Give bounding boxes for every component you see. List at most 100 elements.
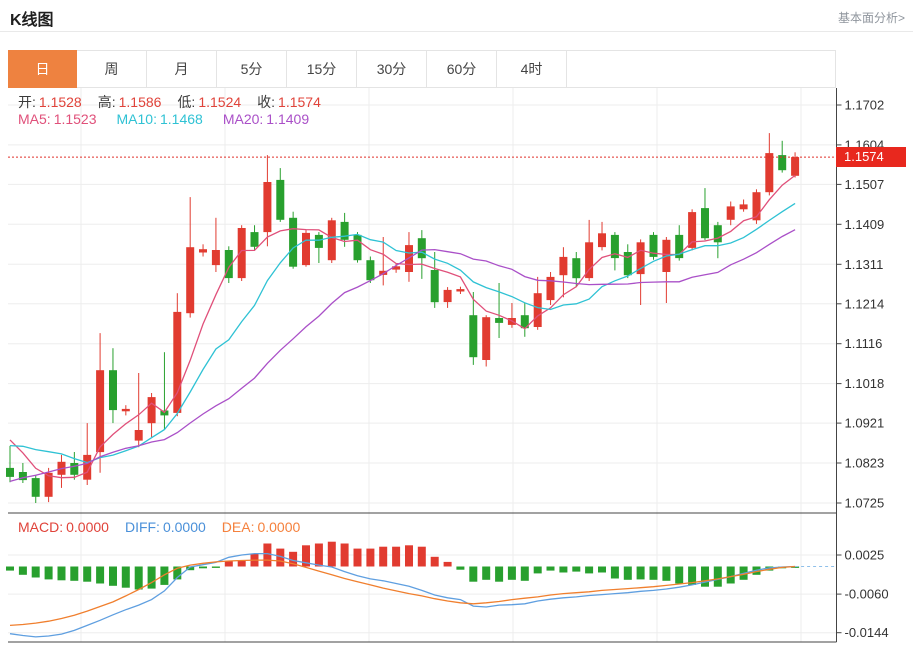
macd-bar — [31, 566, 40, 578]
candle[interactable] — [366, 256, 375, 284]
candle[interactable] — [469, 292, 478, 365]
candle[interactable] — [83, 423, 92, 485]
candle[interactable] — [417, 230, 426, 279]
candle[interactable] — [211, 217, 220, 272]
candle[interactable] — [173, 293, 182, 417]
macd-bar — [96, 566, 105, 584]
macd-legend: MACD: 0.0000 DIFF: 0.0000 DEA: 0.0000 — [18, 519, 300, 535]
ma5-line — [9, 174, 796, 479]
tab-4hour[interactable]: 4时 — [497, 51, 567, 87]
ma20-label: MA20: — [222, 111, 264, 127]
candle[interactable] — [314, 232, 323, 263]
macd-bar — [211, 566, 220, 568]
candle[interactable] — [57, 454, 66, 488]
candle[interactable] — [379, 237, 388, 286]
macd-bar — [224, 561, 233, 567]
macd-bar — [546, 566, 555, 571]
candle[interactable] — [752, 189, 761, 224]
candle[interactable] — [726, 201, 735, 226]
candle[interactable] — [443, 287, 452, 308]
candle[interactable] — [134, 373, 143, 448]
candle[interactable] — [199, 244, 207, 257]
candle[interactable] — [263, 155, 272, 247]
candle[interactable] — [289, 211, 298, 269]
dea-line — [9, 559, 796, 627]
candle[interactable] — [430, 252, 439, 308]
candle[interactable] — [250, 225, 259, 250]
candle[interactable] — [456, 286, 465, 294]
candle[interactable] — [18, 463, 27, 483]
candle[interactable] — [739, 199, 748, 212]
macd-bar — [147, 566, 156, 589]
macd-bar — [623, 566, 632, 580]
legend-item-open: 开: 1.1528 — [18, 92, 82, 112]
candle[interactable] — [559, 247, 568, 298]
legend-item-high: 高: 1.1586 — [98, 92, 162, 112]
candle[interactable] — [276, 168, 285, 222]
tab-day[interactable]: 日 — [8, 50, 77, 88]
candle[interactable] — [507, 303, 516, 328]
axis-label: -0.0144 — [845, 625, 889, 640]
macd-bar — [353, 548, 362, 567]
candle[interactable] — [224, 246, 233, 283]
macd-bar — [662, 566, 671, 581]
high-value: 1.1586 — [118, 94, 162, 110]
candle[interactable] — [585, 219, 594, 281]
axis-label: 1.0921 — [845, 416, 885, 431]
candle[interactable] — [778, 140, 787, 173]
candle[interactable] — [186, 197, 195, 318]
candle[interactable] — [662, 237, 671, 303]
macd-bar — [598, 566, 606, 573]
tab-60min[interactable]: 60分 — [427, 51, 497, 87]
macd-bar — [289, 551, 298, 567]
axis-label: 1.1214 — [845, 296, 885, 311]
tab-30min[interactable]: 30分 — [357, 51, 427, 87]
legend-item-macd: MACD: 0.0000 — [18, 519, 109, 535]
candle[interactable] — [765, 133, 774, 196]
legend-item-close: 收: 1.1574 — [257, 92, 321, 112]
candle[interactable] — [675, 225, 684, 261]
candle[interactable] — [636, 239, 645, 305]
tab-week[interactable]: 周 — [77, 51, 147, 87]
candle[interactable] — [44, 467, 53, 503]
candle[interactable] — [482, 315, 491, 367]
macd-bar — [160, 566, 169, 585]
candle[interactable] — [713, 221, 722, 259]
tab-bar-filler — [567, 51, 835, 87]
tab-15min[interactable]: 15分 — [287, 51, 357, 87]
candle[interactable] — [610, 232, 619, 271]
macd-bar — [186, 566, 195, 571]
candle[interactable] — [353, 232, 362, 263]
macd-bar — [713, 566, 722, 587]
candle[interactable] — [701, 188, 709, 241]
page-header: K线图 基本面分析> — [0, 0, 913, 32]
candle[interactable] — [96, 333, 105, 473]
candle[interactable] — [237, 225, 246, 281]
candle[interactable] — [31, 474, 40, 503]
candle[interactable] — [327, 217, 336, 263]
candle[interactable] — [147, 393, 156, 437]
candle[interactable] — [649, 232, 658, 260]
ma10-label: MA10: — [116, 111, 157, 127]
candle[interactable] — [6, 445, 14, 483]
candle[interactable] — [688, 209, 697, 251]
candle[interactable] — [623, 244, 632, 279]
gridlines — [8, 88, 837, 642]
candle[interactable] — [520, 303, 529, 337]
legend-item-ma5: MA5: 1.1523 — [18, 111, 97, 127]
candle[interactable] — [572, 252, 581, 288]
candle[interactable] — [121, 405, 130, 416]
candle[interactable] — [546, 272, 555, 305]
candle[interactable] — [302, 230, 310, 267]
candle[interactable] — [598, 221, 606, 251]
fundamental-analysis-link[interactable]: 基本面分析> — [837, 11, 905, 25]
tab-month[interactable]: 月 — [147, 51, 217, 87]
macd-bar — [675, 566, 684, 584]
candle[interactable] — [109, 348, 117, 424]
candle[interactable] — [160, 352, 169, 430]
tab-5min[interactable]: 5分 — [217, 51, 287, 87]
candle[interactable] — [791, 152, 800, 178]
candle[interactable] — [533, 276, 542, 330]
